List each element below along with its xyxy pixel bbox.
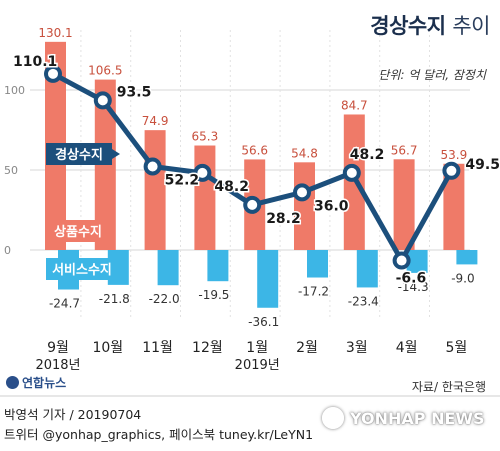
watermark: YONHAP NEWS [322, 407, 485, 429]
y-tick-label: 50 [4, 164, 18, 177]
x-tick-label: 2월 [296, 340, 318, 356]
page-title: 경상수지 추이 [280, 10, 490, 40]
goods-bar [393, 159, 415, 250]
current-account-value-label: 110.1 [13, 54, 57, 70]
y-tick-label: 100 [4, 84, 25, 97]
logo-text: 연합뉴스 [22, 376, 67, 390]
current-account-point [392, 251, 411, 270]
goods-value-label: 53.9 [441, 148, 468, 162]
goods-value-label: 56.6 [241, 143, 268, 157]
services-value-label: -14.3 [398, 280, 429, 294]
goods-bar [194, 145, 216, 250]
current-account-value-label: -6.6 [396, 271, 427, 287]
legend-goods-text: 상품수지 [54, 225, 102, 240]
current-account-point [342, 163, 361, 182]
current-account-value-label: 36.0 [314, 198, 349, 214]
x-tick-label: 10월 [92, 340, 123, 356]
services-value-label: -22.0 [149, 292, 180, 306]
social-credit: 트위터 @yonhap_graphics, 페이스북 tuney.kr/LeYN… [4, 427, 314, 442]
services-value-label: -17.2 [298, 285, 329, 299]
title-light: 추이 [452, 14, 490, 38]
goods-value-label: 54.8 [291, 146, 318, 160]
services-value-label: -24.7 [49, 297, 80, 311]
legend-services-text: 서비스수지 [52, 263, 112, 278]
x-tick-label: 5월 [446, 340, 468, 356]
current-account-value-label: 93.5 [117, 84, 152, 100]
legend-current-text: 경상수지 [55, 147, 103, 163]
logo-icon [6, 376, 19, 389]
x-tick-label: 3월 [346, 340, 368, 356]
x-year-label: 2019년 [235, 358, 280, 373]
current-account-point [293, 183, 311, 202]
current-account-point [442, 161, 461, 180]
goods-value-label: 106.5 [88, 64, 122, 78]
goods-value-label: 84.7 [341, 98, 368, 112]
current-account-point [143, 157, 162, 176]
x-tick-label: 12월 [192, 340, 223, 356]
yonhap-logo: 연합뉴스 [6, 374, 66, 391]
services-value-label: -19.5 [198, 288, 229, 302]
goods-value-label: 56.7 [391, 143, 418, 157]
goods-bar [144, 130, 166, 250]
reporter-credit: 박영석 기자 / 20190704 [4, 407, 142, 422]
current-account-point [243, 195, 262, 214]
title-bold: 경상수지 [370, 14, 446, 38]
current-account-value-label: 48.2 [214, 179, 249, 195]
services-bar [307, 250, 328, 278]
x-tick-label: 4월 [396, 340, 418, 356]
y-tick-label: 0 [4, 244, 11, 257]
watermark-icon [322, 407, 344, 429]
services-bar [157, 250, 179, 286]
services-bar [356, 250, 378, 288]
source-note: 자료/ 한국은행 [411, 380, 486, 394]
services-bar [456, 250, 478, 265]
legend-goods-box [46, 220, 110, 242]
services-value-label: -9.0 [451, 271, 474, 285]
current-account-point [44, 64, 62, 83]
watermark-text: YONHAP NEWS [350, 408, 485, 428]
current-account-point [193, 163, 212, 182]
legend-services-box [46, 258, 118, 280]
services-bar [207, 250, 229, 282]
x-year-label: 2018년 [35, 358, 80, 373]
goods-value-label: 130.1 [38, 26, 72, 40]
services-bar [257, 250, 279, 308]
x-tick-label: 11월 [142, 340, 173, 356]
legend-current-box [46, 143, 112, 165]
current-account-point [93, 91, 112, 110]
current-account-value-label: 52.2 [165, 172, 200, 188]
legend-current-pointer [112, 149, 120, 159]
services-value-label: -21.8 [99, 292, 130, 306]
services-bar [406, 250, 428, 273]
goods-bar [294, 162, 315, 250]
goods-value-label: 74.9 [142, 114, 169, 128]
goods-value-label: 65.3 [192, 130, 219, 144]
unit-note: 단위: 억 달러, 잠정치 [378, 68, 486, 82]
services-value-label: -36.1 [248, 315, 279, 329]
services-value-label: -23.4 [348, 294, 379, 308]
goods-bar [443, 163, 465, 250]
x-tick-label: 1월 [246, 340, 268, 356]
x-tick-label: 9월 [47, 340, 69, 356]
current-account-value-label: 28.2 [266, 211, 301, 227]
current-account-value-label: 48.2 [350, 147, 385, 163]
current-account-value-label: 49.5 [465, 157, 500, 173]
